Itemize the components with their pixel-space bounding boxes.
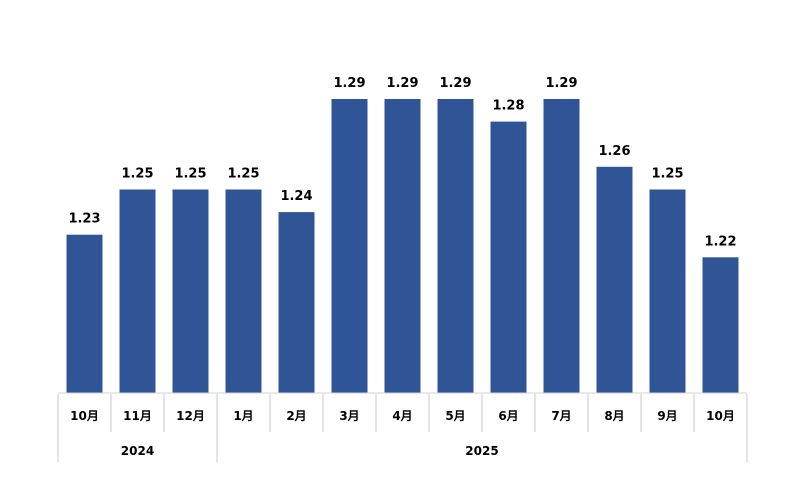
category-label-2: 12月 [176,409,205,423]
value-label-4: 1.24 [280,189,312,204]
category-axis: 10月 11月 12月 1月 2月 3月 4月 5月 6月 7月 8月 9月 10月 2024 2025 [57,392,748,462]
value-labels-group: 1.23 1.25 1.25 1.25 1.24 1.29 1.29 1.29 1.28 1.29… [68,76,736,249]
value-label-3: 1.25 [227,167,259,182]
category-label-4: 2月 [286,409,306,423]
bar-5 [331,99,368,393]
bar-9 [543,99,580,393]
bar-0 [66,234,103,393]
value-label-2: 1.25 [174,167,206,182]
value-label-7: 1.29 [439,76,471,91]
bar-1 [119,189,156,393]
value-label-1: 1.25 [121,167,153,182]
category-label-5: 3月 [339,409,359,423]
bar-12 [702,257,739,393]
category-label-8: 6月 [498,409,518,423]
bar-3 [225,189,262,393]
value-label-8: 1.28 [492,99,524,114]
category-label-0: 10月 [70,409,99,423]
value-label-10: 1.26 [598,144,630,159]
category-label-12: 10月 [706,409,735,423]
year-label-2024: 2024 [121,444,154,458]
value-label-6: 1.29 [386,76,418,91]
value-label-11: 1.25 [651,167,683,182]
category-label-7: 5月 [445,409,465,423]
value-label-12: 1.22 [704,234,736,249]
category-label-9: 7月 [551,409,571,423]
bar-4 [278,212,315,393]
bar-6 [384,99,421,393]
bar-10 [596,166,633,393]
bars-group [66,99,739,393]
value-label-0: 1.23 [68,212,100,227]
bar-11 [649,189,686,393]
category-label-1: 11月 [123,409,152,423]
category-label-3: 1月 [233,409,253,423]
bar-2 [172,189,209,393]
year-label-2025: 2025 [465,444,498,458]
bar-7 [437,99,474,393]
value-label-9: 1.29 [545,76,577,91]
category-label-10: 8月 [604,409,624,423]
value-label-5: 1.29 [333,76,365,91]
category-label-6: 4月 [392,409,412,423]
bar-8 [490,121,527,393]
category-label-11: 9月 [657,409,677,423]
